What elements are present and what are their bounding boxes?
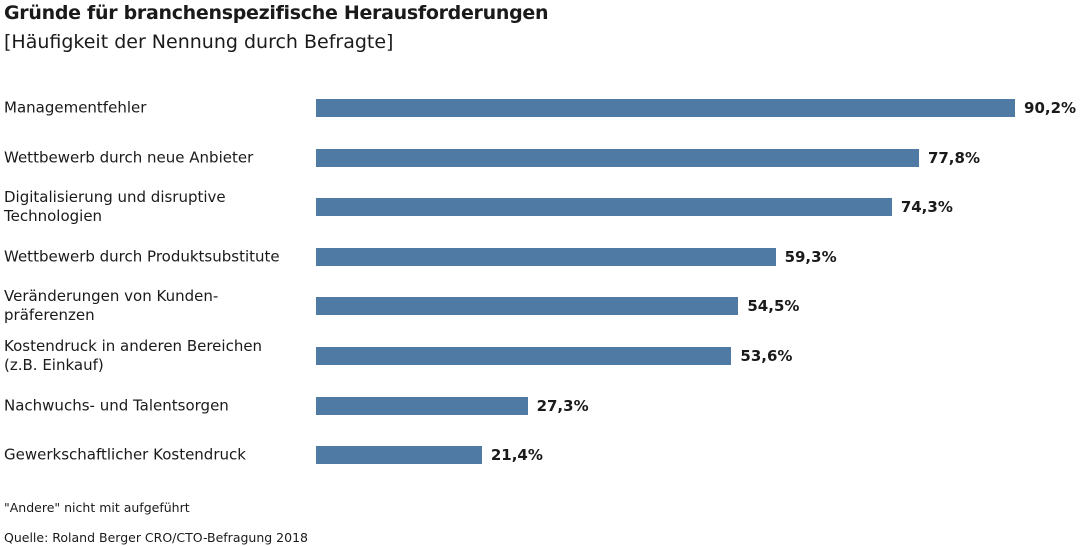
bar [316, 99, 1016, 117]
category-label: Wettbewerb durch Produktsubstitute [4, 247, 280, 266]
bar [316, 247, 776, 266]
bar [316, 446, 482, 465]
bar [316, 347, 732, 365]
value-label: 21,4% [490, 446, 543, 465]
category-label: Wettbewerb durch neue Anbieter [4, 148, 254, 167]
chart-subtitle: [Häufigkeit der Nennung durch Befragte] [4, 31, 394, 53]
category-label: Gewerkschaftlicher Kostendruck [4, 445, 246, 464]
value-label: 90,2% [1024, 99, 1077, 117]
bar [316, 198, 892, 217]
value-label: 54,5% [747, 297, 800, 316]
chart-title: Gründe für branchenspezifische Herausfor… [4, 2, 549, 24]
value-label: 27,3% [536, 396, 589, 415]
footnote: Quelle: Roland Berger CRO/CTO-Befragung … [4, 530, 308, 545]
value-label: 53,6% [740, 347, 793, 365]
value-label: 77,8% [927, 148, 980, 167]
category-label: Digitalisierung und disruptive Technolog… [4, 188, 226, 226]
category-label: Nachwuchs- und Talentsorgen [4, 396, 229, 415]
footnote: "Andere" nicht mit aufgeführt [4, 500, 190, 515]
bar [316, 297, 739, 316]
value-label: 59,3% [784, 247, 837, 266]
bar [316, 148, 919, 167]
bar [316, 396, 528, 415]
value-label: 74,3% [900, 198, 953, 217]
category-label: Veränderungen von Kunden- präferenzen [4, 287, 219, 325]
category-label: Managementfehler [4, 98, 147, 117]
category-label: Kostendruck in anderen Bereichen (z.B. E… [4, 337, 263, 374]
